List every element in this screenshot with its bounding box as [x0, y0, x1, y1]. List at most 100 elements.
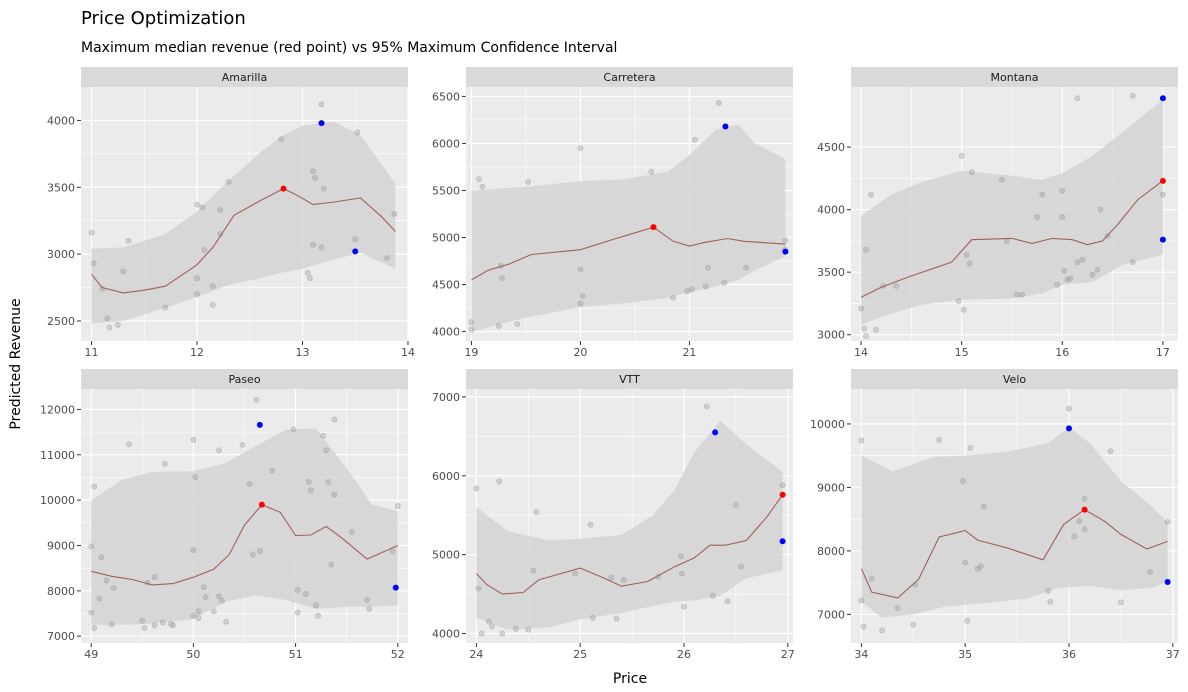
data-point [91, 483, 98, 490]
y-tick-label: 5500 [432, 184, 460, 197]
data-point [577, 145, 584, 152]
y-tick-label: 2500 [47, 315, 75, 328]
data-point [278, 136, 285, 143]
data-point [863, 333, 869, 339]
data-point [514, 321, 521, 327]
data-point [159, 619, 166, 626]
data-point [354, 129, 361, 136]
data-point [209, 283, 216, 290]
confidence-band-velo [861, 427, 1168, 618]
data-point [1034, 214, 1041, 221]
data-point [120, 268, 127, 275]
data-point [1045, 588, 1052, 594]
data-point [1107, 448, 1114, 455]
data-point [1039, 191, 1046, 198]
data-point [310, 241, 316, 248]
data-point [352, 236, 359, 243]
data-point [90, 260, 97, 267]
data-point [110, 585, 117, 592]
data-point [681, 603, 687, 610]
data-point [1079, 256, 1086, 263]
x-tick-label: 51 [289, 648, 303, 661]
data-point [320, 185, 327, 192]
x-tick-label: 13 [296, 346, 310, 359]
panel-amarilla: Amarilla 11 12 13 14 2500 3000 3500 4000 [47, 67, 415, 359]
x-tick-label: 19 [464, 346, 478, 359]
median-max-point [280, 185, 287, 192]
data-point [893, 283, 900, 289]
data-point [1064, 276, 1071, 283]
data-point [315, 612, 321, 619]
data-point [1071, 533, 1078, 540]
data-point [108, 621, 115, 628]
data-point [199, 204, 206, 211]
data-point [384, 255, 390, 262]
x-tick-label: 12 [190, 346, 204, 359]
data-point [126, 441, 132, 448]
data-point [468, 326, 475, 333]
data-point [861, 325, 867, 332]
data-point [468, 319, 475, 326]
data-point [679, 570, 685, 577]
data-point [389, 548, 396, 555]
strip-velo [851, 369, 1178, 389]
data-point [1081, 526, 1088, 533]
data-point [195, 615, 202, 621]
data-point [479, 183, 486, 190]
x-tick-label: 52 [391, 648, 405, 661]
data-point [348, 528, 355, 535]
x-tick-label: 34 [854, 648, 868, 661]
data-point [306, 275, 313, 282]
data-point [256, 548, 263, 554]
data-point [1061, 268, 1068, 274]
data-point [216, 593, 222, 600]
plot-area-carretera [466, 87, 793, 341]
data-point [613, 615, 620, 622]
data-point [190, 612, 197, 619]
data-point [1066, 405, 1072, 412]
data-point [1019, 291, 1025, 298]
confidence-band-amarilla [91, 121, 396, 324]
data-point [724, 598, 731, 605]
data-point [190, 547, 197, 553]
data-point [1089, 271, 1096, 278]
chart-subtitle: Maximum median revenue (red point) vs 95… [81, 40, 617, 56]
ci-max-point [722, 123, 729, 130]
data-point [974, 565, 981, 572]
data-point [202, 594, 209, 601]
x-tick-label: 36 [1062, 648, 1076, 661]
confidence-band-montana [861, 99, 1163, 325]
data-point [391, 211, 398, 217]
median-line-amarilla [91, 187, 396, 294]
data-point [743, 264, 750, 271]
data-point [648, 168, 655, 175]
data-point [310, 168, 316, 175]
data-point [151, 574, 158, 581]
panel-velo: Velo 34 35 36 37 7000 8000 9000 10000 [810, 369, 1180, 661]
data-point [715, 100, 722, 106]
data-point [587, 521, 594, 528]
data-point [688, 286, 695, 293]
data-point [999, 176, 1005, 183]
data-point [115, 322, 121, 328]
data-point [302, 591, 309, 597]
data-point [106, 324, 113, 331]
x-tick-label: 37 [1166, 648, 1180, 661]
data-point [239, 441, 246, 448]
data-point [170, 622, 176, 629]
data-point [1059, 214, 1066, 221]
data-point [225, 179, 232, 185]
data-point [858, 437, 865, 444]
data-point [305, 479, 312, 485]
data-point [1094, 266, 1101, 273]
panel-montana: Montana 14 15 16 17 3000 3500 4000 4500 [817, 67, 1178, 359]
data-point [858, 305, 864, 312]
data-point [733, 502, 739, 508]
ci-max-point [1159, 95, 1166, 102]
ci-max-point [392, 584, 399, 591]
data-point [512, 625, 519, 632]
median-max-point [1081, 506, 1088, 513]
ci-max-point [1066, 425, 1072, 432]
